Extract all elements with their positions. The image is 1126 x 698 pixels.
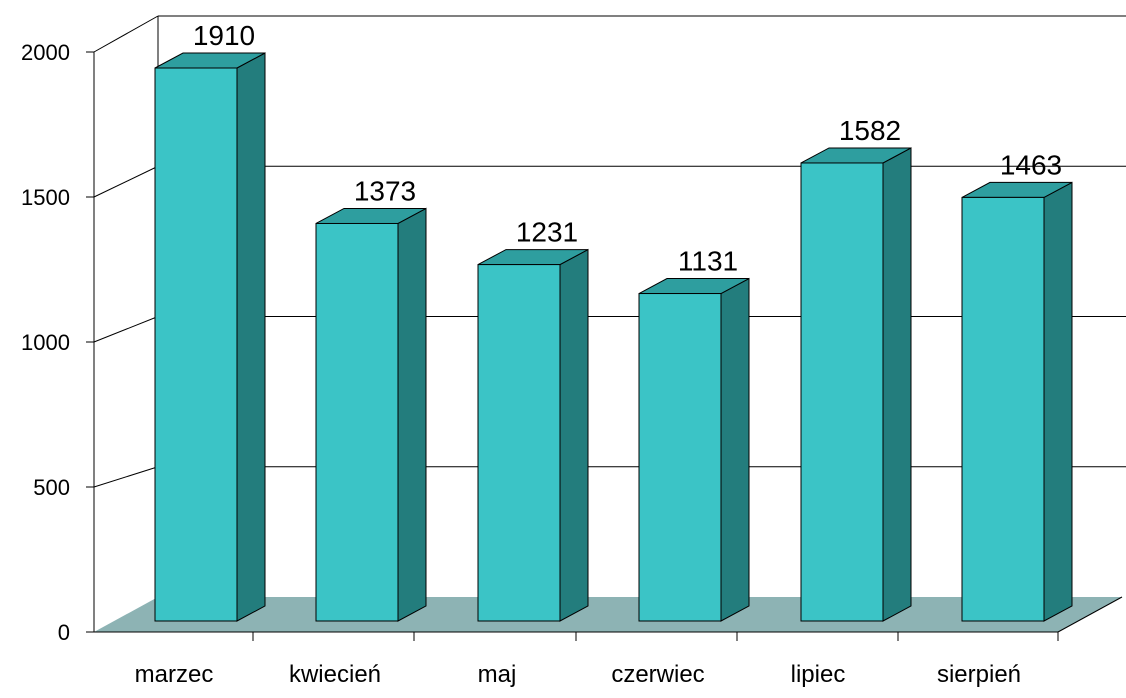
side-gridline bbox=[93, 15, 159, 53]
bar-side-face bbox=[720, 277, 750, 622]
labels: 1910 marzec 1373 kwiecień 1231 maj 1131 czerwie… bbox=[135, 20, 1062, 688]
bar-front-face bbox=[961, 196, 1045, 622]
data-label: 1131 bbox=[678, 246, 738, 277]
data-label: 1582 bbox=[839, 115, 901, 146]
y-tick-label: 500 bbox=[33, 475, 70, 500]
bar-front-face bbox=[638, 293, 722, 622]
bar-side-face bbox=[882, 147, 912, 622]
bar bbox=[154, 52, 266, 622]
y-tick-label: 0 bbox=[58, 620, 70, 645]
bar bbox=[961, 181, 1073, 622]
y-tick-label: 2000 bbox=[21, 40, 70, 65]
bar-side-face bbox=[236, 52, 266, 622]
x-tick-label: kwiecień bbox=[289, 661, 381, 688]
bar bbox=[800, 147, 912, 622]
bar-side-face bbox=[559, 248, 589, 622]
bar bbox=[315, 207, 427, 622]
data-label: 1463 bbox=[1000, 149, 1062, 180]
side-gridline bbox=[93, 466, 159, 488]
bar-front-face bbox=[477, 264, 561, 622]
bar-side-face bbox=[397, 207, 427, 622]
bar bbox=[477, 248, 589, 622]
side-gridline bbox=[93, 316, 159, 343]
x-tick-label: sierpień bbox=[937, 661, 1021, 688]
data-label: 1373 bbox=[354, 175, 416, 206]
axes: 0 500 1000 1500 2000 bbox=[21, 40, 1123, 645]
x-tick-label: czerwiec bbox=[611, 661, 704, 688]
floor-right-edge bbox=[1057, 596, 1123, 633]
y-tick-label: 1500 bbox=[21, 185, 70, 210]
bar bbox=[638, 277, 750, 622]
x-tick-label: maj bbox=[478, 661, 517, 688]
data-label: 1231 bbox=[516, 217, 578, 248]
bar-front-face bbox=[154, 67, 238, 622]
bar-front-face bbox=[800, 162, 884, 622]
x-tick-label: lipiec bbox=[791, 661, 846, 688]
bar-front-face bbox=[315, 222, 399, 622]
bars bbox=[154, 52, 1073, 622]
x-tick-label: marzec bbox=[135, 661, 214, 688]
bar-side-face bbox=[1043, 181, 1073, 622]
side-gridline bbox=[93, 165, 159, 198]
data-label: 1910 bbox=[193, 20, 255, 51]
y-tick-label: 1000 bbox=[21, 330, 70, 355]
